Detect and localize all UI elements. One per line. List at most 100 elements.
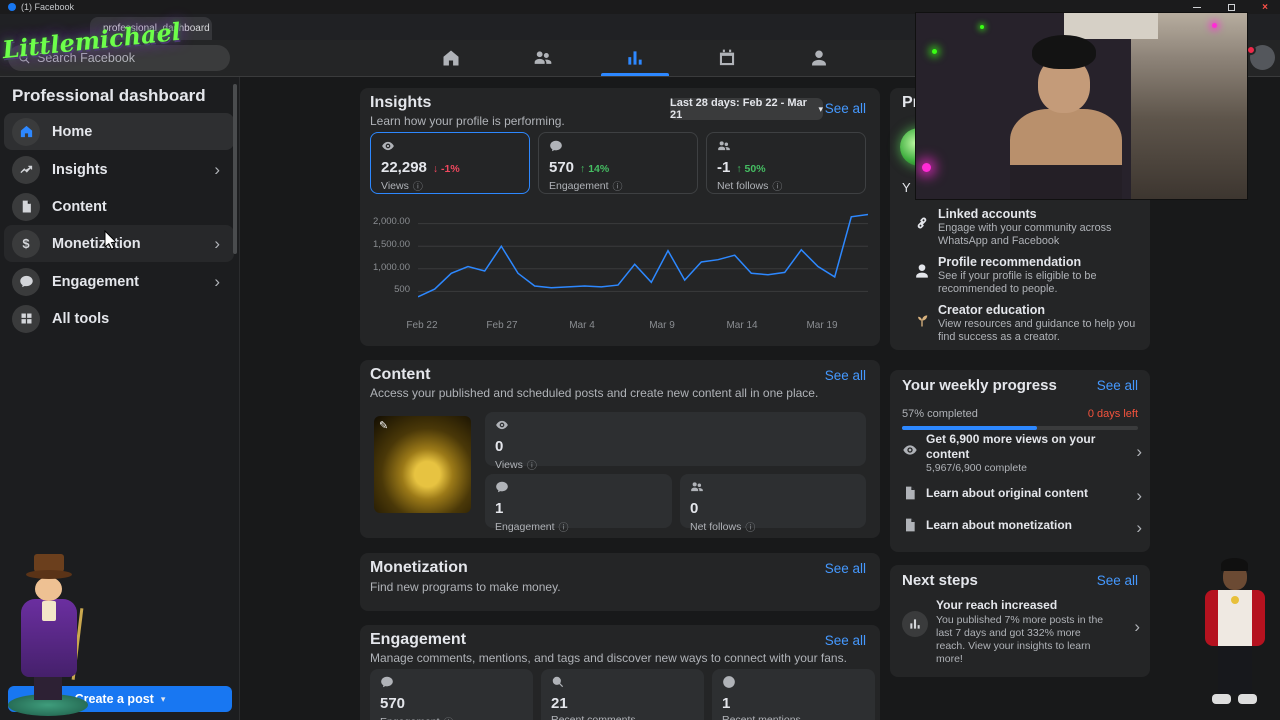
monetization-card: Monetization See all Find new programs t… [360, 553, 880, 611]
minimize-icon [1193, 6, 1201, 8]
trend-icon [12, 155, 40, 184]
tab-title: professional_dashboard [103, 23, 210, 34]
monetization-learn-item[interactable]: Learn about monetization › [890, 515, 1150, 541]
figurine-shirt [42, 601, 56, 621]
content-views-box[interactable]: 0 Views ⓘ [485, 412, 866, 472]
nav-tab-insights[interactable] [595, 40, 675, 76]
info-icon[interactable]: ⓘ [526, 461, 537, 472]
info-icon[interactable]: ⓘ [612, 182, 623, 193]
y-tick-label: 1,500.00 [373, 239, 410, 250]
webcam-person-cap [1032, 35, 1096, 69]
nav-tab-friends[interactable] [503, 40, 583, 76]
wonka-figurine [4, 550, 96, 718]
creator-education-item[interactable]: Creator education View resources and gui… [890, 301, 1150, 349]
see-all-link[interactable]: See all [1096, 573, 1138, 588]
see-all-link[interactable]: See all [824, 368, 866, 383]
see-all-link[interactable]: See all [824, 101, 866, 116]
profile-recommendation-item[interactable]: Profile recommendation See if your profi… [890, 253, 1150, 301]
profile-avatar[interactable] [1246, 45, 1275, 70]
sidebar-item-label: Content [52, 198, 107, 215]
see-all-link[interactable]: See all [1096, 378, 1138, 393]
date-range-dropdown[interactable]: Last 28 days: Feb 22 - Mar 21 ▾ [670, 97, 823, 121]
stat-value: 570 [549, 159, 575, 176]
content-thumbnail[interactable]: ✎ [374, 416, 471, 513]
window-title: (1) Facebook [21, 2, 75, 12]
linked-accounts-item[interactable]: Linked accounts Engage with your communi… [890, 205, 1150, 253]
info-icon[interactable]: ⓘ [558, 523, 569, 534]
led-light [932, 49, 937, 54]
item-sub: 5,967/6,900 complete [926, 462, 1027, 474]
maximize-button[interactable] [1222, 0, 1240, 14]
y-tick-label: 2,000.00 [373, 216, 410, 227]
sidebar-item-content[interactable]: Content [4, 188, 234, 225]
stat-delta: ↓ -1% [432, 163, 460, 175]
x-tick-label: Mar 4 [569, 320, 595, 331]
document-icon [12, 192, 40, 221]
recent-comments-box[interactable]: 21 Recent comments [541, 669, 704, 720]
get-views-item[interactable]: Get 6,900 more views on your content 5,9… [890, 430, 1150, 478]
info-icon[interactable]: ⓘ [772, 182, 783, 193]
next-steps-title: Next steps [902, 572, 978, 589]
x-tick-label: Mar 14 [726, 320, 758, 331]
browser-tab[interactable]: professional_dashboard [90, 17, 212, 40]
create-post-label: Create a post [74, 692, 154, 706]
stat-label: Engagement [380, 716, 440, 720]
progress-bar [902, 426, 1138, 430]
figurine-shoe [1212, 694, 1231, 704]
search-input[interactable] [37, 51, 202, 65]
caret-down-icon: ▾ [818, 103, 823, 114]
stat-label: Recent comments [551, 714, 636, 720]
friends-icon [533, 48, 553, 68]
x-tick-label: Feb 27 [486, 320, 518, 331]
content-engagement-box[interactable]: 1 Engagement ⓘ [485, 474, 672, 534]
date-range-label: Last 28 days: Feb 22 - Mar 21 [670, 97, 807, 121]
close-button[interactable]: × [1262, 1, 1268, 13]
led-light [1212, 23, 1217, 28]
stat-delta: ↑ 50% [736, 163, 766, 175]
info-icon[interactable]: ⓘ [412, 182, 423, 193]
figurine-hat-brim [26, 570, 72, 579]
sidebar-item-home[interactable]: Home [4, 113, 234, 150]
nav-tab-home[interactable] [411, 40, 491, 76]
x-tick-label: Mar 9 [649, 320, 675, 331]
sidebar-item-label: Engagement [52, 273, 140, 290]
views-stat-box[interactable]: 22,298 ↓ -1% Views ⓘ [370, 132, 530, 194]
people-icon [690, 480, 704, 494]
chevron-right-icon: › [214, 159, 220, 179]
sidebar-item-all-tools[interactable]: All tools [4, 300, 234, 337]
sidebar-item-insights[interactable]: Insights › [4, 151, 234, 188]
engagement-stat-box[interactable]: 570 Engagement ⓘ [370, 669, 533, 720]
sidebar-item-monetization[interactable]: $ Monetization › [4, 225, 234, 262]
see-all-link[interactable]: See all [824, 633, 866, 648]
item-title: Linked accounts [938, 207, 1037, 221]
item-desc: View resources and guidance to help you … [938, 318, 1136, 344]
progress-fill [902, 426, 1037, 430]
reach-increased-item[interactable]: Your reach increased You published 7% mo… [890, 593, 1150, 673]
engagement-icon [380, 675, 394, 689]
groups-icon [809, 48, 829, 68]
insights-subtitle: Learn how your profile is performing. [370, 114, 565, 128]
content-net-follows-box[interactable]: 0 Net follows ⓘ [680, 474, 866, 534]
content-title: Content [370, 366, 431, 383]
sidebar-item-engagement[interactable]: Engagement › [4, 263, 234, 300]
info-icon[interactable]: ⓘ [745, 523, 756, 534]
stat-value: 1 [722, 695, 731, 712]
led-light [980, 25, 984, 29]
net-follows-stat-box[interactable]: -1 ↑ 50% Net follows ⓘ [706, 132, 866, 194]
nav-tab-groups[interactable] [779, 40, 859, 76]
engagement-subtitle: Manage comments, mentions, and tags and … [370, 651, 847, 665]
original-content-item[interactable]: Learn about original content › [890, 483, 1150, 509]
minimize-button[interactable] [1188, 0, 1206, 14]
bar-chart-icon [902, 611, 928, 637]
engagement-stat-box[interactable]: 570 ↑ 14% Engagement ⓘ [538, 132, 698, 194]
figurine-hat [34, 554, 64, 572]
info-icon[interactable]: ⓘ [444, 714, 454, 720]
item-title: Get 6,900 more views on your content [926, 432, 1096, 461]
item-title: Profile recommendation [938, 255, 1082, 269]
see-all-link[interactable]: See all [824, 561, 866, 576]
nav-tab-calendar[interactable] [687, 40, 767, 76]
sidebar-scrollbar[interactable] [233, 84, 237, 254]
search-bar[interactable] [8, 45, 230, 71]
insights-title: Insights [370, 94, 432, 111]
recent-mentions-box[interactable]: 1 Recent mentions [712, 669, 875, 720]
